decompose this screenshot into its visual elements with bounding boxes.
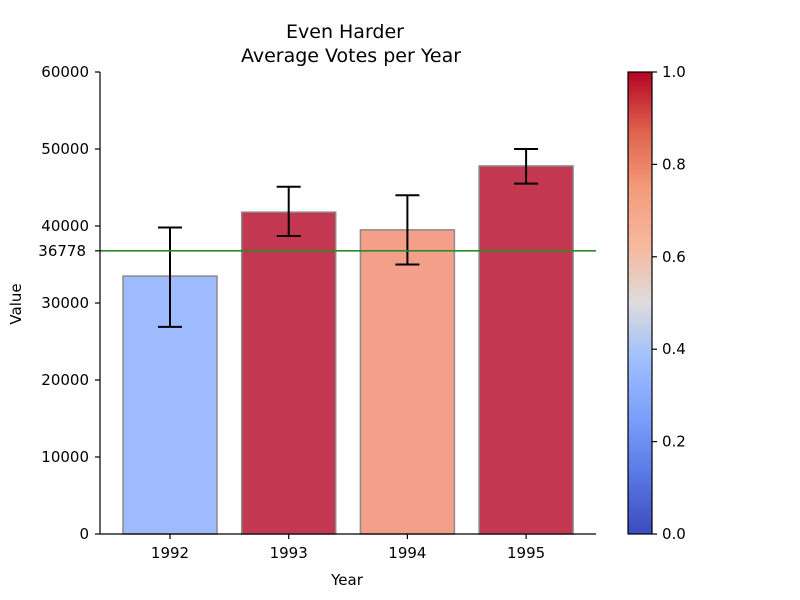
y-tick-label-60000: 60000 [41,63,89,81]
colorbar-tick-label-0: 0.0 [662,525,686,543]
colorbar-tick-label-4: 0.8 [662,155,686,173]
x-tick-label-1992: 1992 [151,544,189,562]
y-tick-label-40000: 40000 [41,217,89,235]
x-tick-label-1995: 1995 [507,544,545,562]
bar-1994 [359,229,456,535]
chart-title-line-2: Average Votes per Year [241,45,461,67]
chart-title-line-1: Even Harder [286,21,404,43]
colorbar: 0.0 0.2 0.4 0.6 0.8 1.0 [627,63,686,543]
y-tick-label-10000: 10000 [41,448,89,466]
x-tick-label-1993: 1993 [270,544,308,562]
x-axis-label: Year [330,571,364,589]
y-tick-label-30000: 30000 [41,294,89,312]
y-tick-label-0: 0 [79,525,89,543]
colorbar-gradient [628,72,652,534]
x-tick-label-1994: 1994 [388,544,426,562]
bar-1995 [478,165,574,535]
colorbar-tick-label-1: 0.2 [662,433,686,451]
reference-label: 36778 [38,242,86,260]
colorbar-tick-label-3: 0.6 [662,248,686,266]
colorbar-tick-label-5: 1.0 [662,63,686,81]
y-axis-label: Value [7,283,25,324]
colorbar-tick-label-2: 0.4 [662,340,686,358]
colorbar-frame [627,71,653,535]
bar-1993 [240,211,337,535]
plot-area: 36778 0 10000 20000 30000 40000 50000 60000 1992… [38,63,596,562]
y-tick-label-50000: 50000 [41,140,89,158]
y-tick-label-20000: 20000 [41,371,89,389]
